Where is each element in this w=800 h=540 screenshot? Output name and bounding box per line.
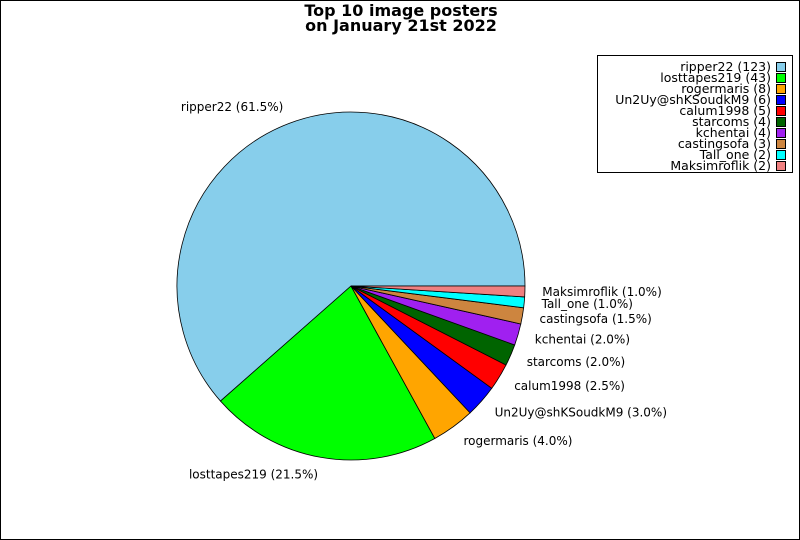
slice-label-kchentai: kchentai (2.0%) — [535, 332, 630, 346]
slice-label-castingsofa: castingsofa (1.5%) — [540, 312, 652, 326]
chart-title-line-1: Top 10 image posters — [304, 1, 498, 20]
legend-item: Maksimroflik (2) — [670, 158, 786, 173]
legend-item: kchentai (4) — [695, 125, 786, 140]
legend-label: Tall_one (2) — [699, 147, 771, 162]
legend-label: castingsofa (3) — [677, 136, 771, 151]
pie-slices — [176, 111, 526, 461]
legend-label: ripper22 (123) — [680, 59, 771, 74]
legend-label: rogermaris (8) — [681, 81, 771, 96]
legend-swatch — [776, 127, 786, 138]
legend-swatch — [776, 149, 786, 160]
slice-label-tall-one: Tall_one (1.0%) — [541, 297, 633, 311]
legend-swatch — [776, 160, 786, 171]
legend-swatch — [776, 138, 786, 149]
legend-label: Maksimroflik (2) — [670, 158, 771, 173]
legend-swatch — [776, 61, 786, 72]
slice-label-calum1998: calum1998 (2.5%) — [514, 379, 625, 393]
legend-item: Tall_one (2) — [699, 147, 786, 162]
legend-item: ripper22 (123) — [680, 59, 786, 74]
legend-item: starcoms (4) — [692, 114, 786, 129]
legend: ripper22 (123) losttapes219 (43) rogermari… — [597, 55, 793, 173]
slice-label-ripper22: ripper22 (61.5%) — [181, 100, 283, 114]
legend-item: rogermaris (8) — [681, 81, 786, 96]
pie-slice-ripper22 — [176, 111, 526, 402]
slice-label-starcoms: starcoms (2.0%) — [527, 355, 626, 369]
legend-label: calum1998 (5) — [679, 103, 771, 118]
pie-slice-maksimroflik — [350, 285, 526, 298]
pie-slice-losttapes219 — [219, 285, 436, 461]
legend-label: starcoms (4) — [692, 114, 771, 129]
legend-item: castingsofa (3) — [677, 136, 786, 151]
legend-swatch — [776, 105, 786, 116]
legend-item: calum1998 (5) — [679, 103, 786, 118]
pie-slice-labels: ripper22 (61.5%) losttapes219 (21.5%) roge… — [181, 100, 667, 482]
legend-label: Un2Uy@shKSoudkM9 (6) — [615, 92, 771, 107]
legend-item: Un2Uy@shKSoudkM9 (6) — [615, 92, 786, 107]
legend-label: losttapes219 (43) — [660, 70, 771, 85]
legend-label: kchentai (4) — [695, 125, 771, 140]
slice-label-maksimroflik: Maksimroflik (1.0%) — [542, 285, 661, 299]
chart-title: Top 10 image posters on January 21st 202… — [1, 1, 799, 35]
legend-item: losttapes219 (43) — [660, 70, 786, 85]
slice-label-rogermaris: rogermaris (4.0%) — [464, 434, 573, 448]
slice-label-losttapes219: losttapes219 (21.5%) — [189, 468, 318, 482]
slice-label-un2uy-shksoudkm9: Un2Uy@shKSoudkM9 (3.0%) — [495, 406, 667, 420]
chart-title-line-2: on January 21st 2022 — [305, 16, 497, 35]
legend-swatch — [776, 72, 786, 83]
legend-swatch — [776, 83, 786, 94]
legend-swatch — [776, 116, 786, 127]
legend-swatch — [776, 94, 786, 105]
